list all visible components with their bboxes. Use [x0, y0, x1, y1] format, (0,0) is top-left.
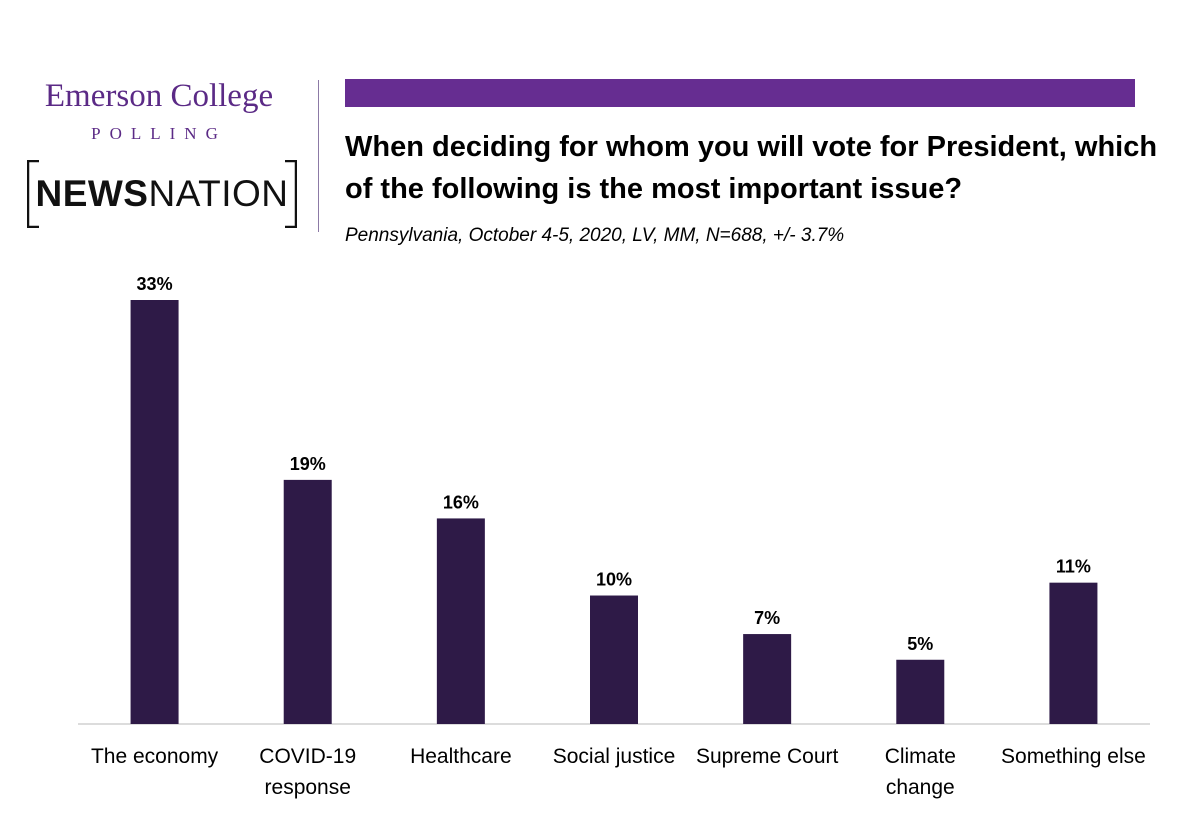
chart-subtitle: Pennsylvania, October 4-5, 2020, LV, MM,…	[345, 225, 845, 246]
bar-chart: 33% The economy 19% COVID-19 response 16% Heal…	[78, 274, 1150, 799]
accent-bar	[345, 79, 1135, 107]
bar-0	[130, 300, 179, 724]
category-label-1-line-0: COVID-19	[259, 745, 356, 768]
category-label-2-line-0: Healthcare	[410, 745, 512, 768]
data-label-2: 16%	[443, 492, 479, 512]
bar-1	[283, 479, 332, 724]
data-label-5: 5%	[907, 634, 933, 654]
data-label-1: 19%	[290, 454, 326, 474]
newsnation-news: NEWS	[35, 173, 149, 214]
polling-wordmark: POLLING	[91, 124, 227, 143]
newsnation-wordmark: NEWSNATION	[27, 173, 297, 215]
newsnation-logo-frame	[27, 160, 297, 228]
data-label-3: 10%	[596, 570, 632, 590]
data-label-4: 7%	[754, 608, 780, 628]
data-label-0: 33%	[137, 274, 173, 294]
category-label-6: Something else	[1001, 745, 1146, 768]
category-label-5: Climate change	[885, 745, 956, 799]
bar-2	[436, 518, 485, 724]
category-label-0-line-0: The economy	[91, 745, 219, 768]
category-label-5-line-0: Climate	[885, 745, 956, 768]
newsnation-nation: NATION	[148, 173, 289, 214]
category-label-4-line-0: Supreme Court	[696, 745, 839, 768]
category-label-4: Supreme Court	[696, 745, 839, 768]
category-label-6-line-0: Something else	[1001, 745, 1146, 768]
category-label-2: Healthcare	[410, 745, 512, 768]
header-divider	[318, 80, 319, 232]
category-label-3: Social justice	[553, 745, 676, 768]
category-label-1-line-1: response	[265, 776, 351, 799]
chart-title: When deciding for whom you will vote for…	[345, 131, 1158, 205]
bar-3	[590, 595, 638, 724]
category-label-1: COVID-19 response	[259, 745, 356, 799]
bar-4	[743, 634, 792, 724]
category-label-3-line-0: Social justice	[553, 745, 676, 768]
data-label-6: 11%	[1056, 557, 1091, 577]
newsnation-logo: NEWSNATION	[27, 160, 297, 228]
category-label-5-line-1: change	[886, 776, 955, 799]
category-label-0: The economy	[91, 745, 219, 768]
bar-6	[1049, 582, 1098, 724]
emerson-college-logo: Emerson College	[44, 78, 274, 114]
bar-5	[896, 659, 945, 724]
